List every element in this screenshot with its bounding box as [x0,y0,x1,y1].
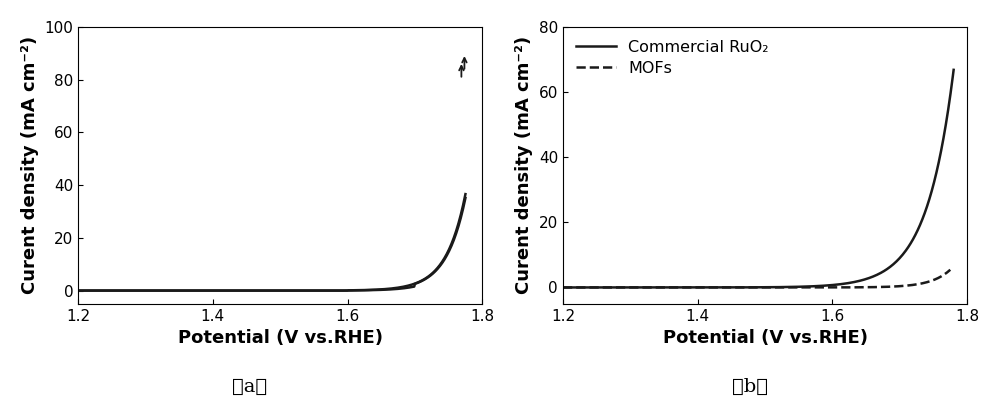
Commercial RuO₂ [768,285,780,290]
MOFs [741,285,753,290]
Commercial RuO₂ [938,132,950,136]
Line: MOFs: MOFs [563,270,950,288]
MOFs [767,285,779,290]
Commercial RuO₂ [877,269,889,274]
MOFs [944,267,956,272]
Legend: Commercial RuO₂, MOFs: Commercial RuO₂, MOFs [571,35,774,81]
MOFs [787,285,799,290]
X-axis label: Potential (V vs.RHE): Potential (V vs.RHE) [178,329,383,347]
Text: （a）: （a） [232,378,268,396]
MOFs [874,284,886,289]
X-axis label: Potential (V vs.RHE): Potential (V vs.RHE) [663,329,868,347]
Text: （b）: （b） [732,378,768,396]
Commercial RuO₂ [743,285,755,290]
Y-axis label: Curent density (mA cm⁻²): Curent density (mA cm⁻²) [515,36,533,294]
Commercial RuO₂ [789,284,801,289]
MOFs [935,274,947,279]
Commercial RuO₂ [745,285,757,290]
Y-axis label: Curent density (mA cm⁻²): Curent density (mA cm⁻²) [21,36,39,294]
Commercial RuO₂ [948,68,960,72]
MOFs [557,285,569,290]
MOFs [743,285,755,290]
Commercial RuO₂ [557,285,569,290]
Line: Commercial RuO₂: Commercial RuO₂ [563,70,954,288]
